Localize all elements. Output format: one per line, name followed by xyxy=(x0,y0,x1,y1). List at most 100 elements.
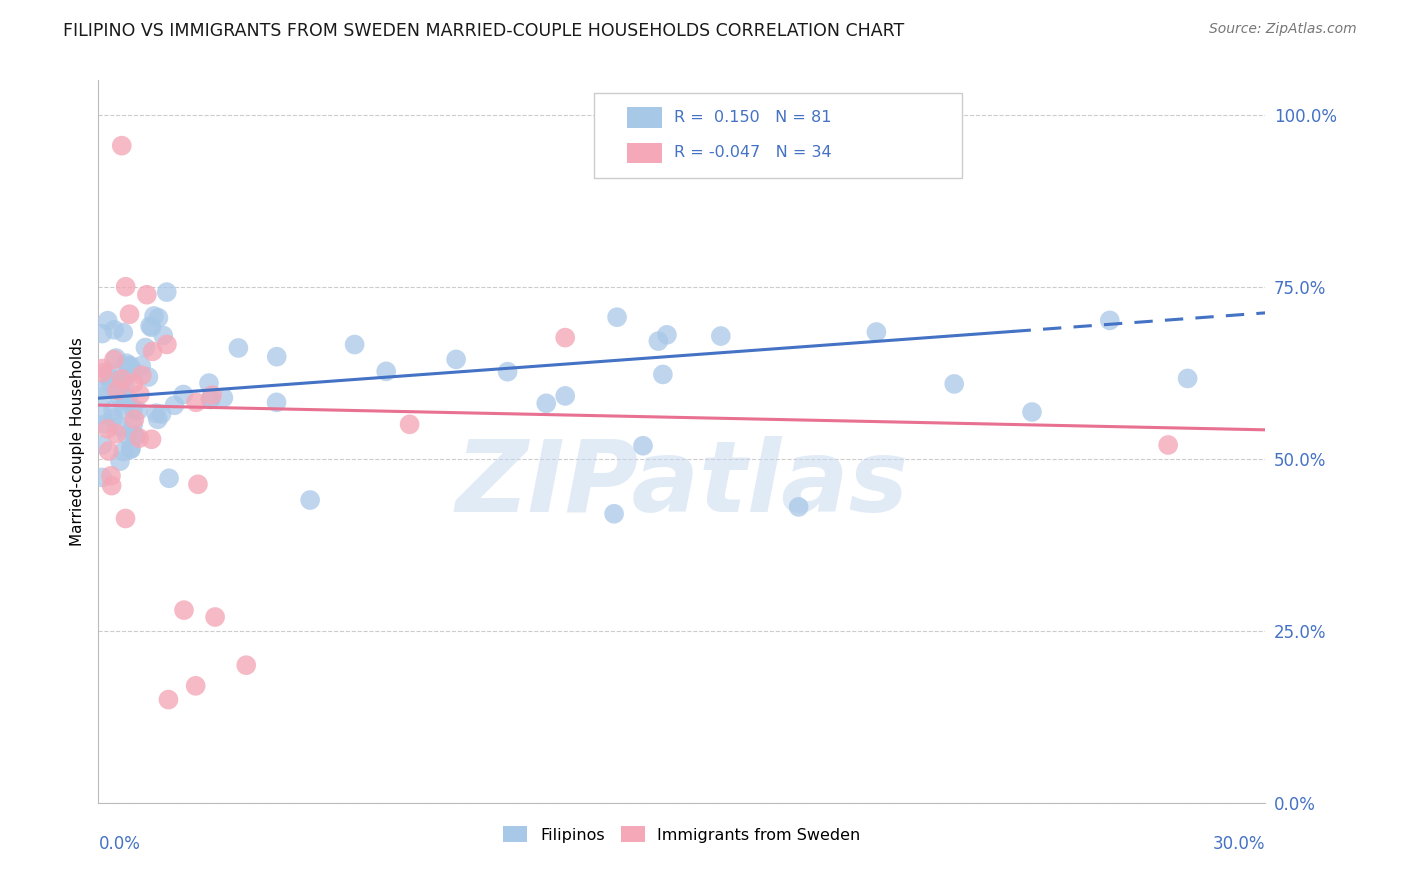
Text: ZIPatlas: ZIPatlas xyxy=(456,436,908,533)
Point xyxy=(111,138,134,153)
Point xyxy=(343,337,366,351)
Point xyxy=(127,403,149,417)
Point xyxy=(212,391,235,405)
Point xyxy=(115,368,138,382)
Point xyxy=(112,444,135,458)
Point xyxy=(122,376,145,391)
Point xyxy=(235,658,257,673)
Point xyxy=(536,396,558,410)
Point xyxy=(152,328,174,343)
FancyBboxPatch shape xyxy=(627,107,662,128)
Point xyxy=(266,395,288,409)
Point xyxy=(91,326,114,341)
Point xyxy=(115,427,138,442)
Point xyxy=(1021,405,1043,419)
Point xyxy=(94,417,117,431)
Point xyxy=(145,406,167,420)
Point xyxy=(103,323,125,337)
Point xyxy=(103,352,125,367)
FancyBboxPatch shape xyxy=(627,143,662,163)
Point xyxy=(651,368,673,382)
Point xyxy=(120,442,142,456)
Point xyxy=(444,352,467,367)
Point xyxy=(131,368,153,383)
Point xyxy=(375,364,398,378)
Point xyxy=(142,344,165,359)
Point xyxy=(200,392,222,406)
Point xyxy=(299,493,322,508)
Point xyxy=(148,310,170,325)
Point xyxy=(114,511,136,525)
Point xyxy=(124,430,146,444)
Point xyxy=(124,428,146,442)
Point xyxy=(173,603,195,617)
Point xyxy=(141,320,163,334)
Point xyxy=(138,370,160,384)
Point xyxy=(124,412,146,426)
Point xyxy=(1098,313,1121,327)
Point xyxy=(139,318,162,333)
Point xyxy=(114,279,136,293)
Point xyxy=(554,389,576,403)
Legend: Filipinos, Immigrants from Sweden: Filipinos, Immigrants from Sweden xyxy=(496,820,868,849)
Point xyxy=(128,431,150,445)
Point xyxy=(120,442,142,457)
Point xyxy=(204,610,226,624)
Point xyxy=(118,307,141,321)
Point xyxy=(101,403,124,417)
Point xyxy=(118,392,141,407)
Point xyxy=(200,392,222,407)
Point xyxy=(122,417,145,432)
Point xyxy=(1157,438,1180,452)
Point xyxy=(117,359,139,373)
Point xyxy=(122,363,145,377)
Point xyxy=(129,387,152,401)
Point xyxy=(787,500,810,514)
Text: Source: ZipAtlas.com: Source: ZipAtlas.com xyxy=(1209,22,1357,37)
Point xyxy=(655,327,678,342)
Point xyxy=(134,341,156,355)
Point xyxy=(91,470,114,484)
Point xyxy=(97,314,120,328)
Point xyxy=(496,365,519,379)
Point xyxy=(112,326,135,340)
Point xyxy=(112,402,135,417)
Text: R =  0.150   N = 81: R = 0.150 N = 81 xyxy=(673,110,831,125)
Point xyxy=(91,383,114,397)
Point xyxy=(108,419,131,434)
Point xyxy=(157,692,180,706)
Point xyxy=(606,310,628,325)
Point xyxy=(98,366,121,380)
Point xyxy=(98,376,121,390)
Point xyxy=(96,422,118,436)
Point xyxy=(554,330,576,344)
Point xyxy=(97,444,120,458)
Point xyxy=(228,341,250,355)
Point xyxy=(143,309,166,323)
Text: FILIPINO VS IMMIGRANTS FROM SWEDEN MARRIED-COUPLE HOUSEHOLDS CORRELATION CHART: FILIPINO VS IMMIGRANTS FROM SWEDEN MARRI… xyxy=(63,22,904,40)
Point xyxy=(156,337,179,351)
Point xyxy=(865,325,887,339)
Point xyxy=(184,395,207,409)
Text: 30.0%: 30.0% xyxy=(1213,835,1265,854)
Point xyxy=(91,361,114,376)
Point xyxy=(631,439,654,453)
Point xyxy=(105,426,128,441)
Point xyxy=(114,393,136,408)
Point xyxy=(201,388,224,402)
Point xyxy=(100,478,122,492)
Point xyxy=(107,373,129,387)
Point xyxy=(129,359,152,373)
Point xyxy=(135,287,157,301)
Point xyxy=(91,390,114,404)
Point xyxy=(108,454,131,468)
Point xyxy=(91,408,114,422)
Point xyxy=(100,468,122,483)
Point xyxy=(266,350,288,364)
Point xyxy=(156,285,179,299)
Point xyxy=(105,351,128,365)
Point xyxy=(100,372,122,386)
Point xyxy=(118,359,141,373)
Text: R = -0.047   N = 34: R = -0.047 N = 34 xyxy=(673,145,831,161)
Y-axis label: Married-couple Households: Married-couple Households xyxy=(69,337,84,546)
